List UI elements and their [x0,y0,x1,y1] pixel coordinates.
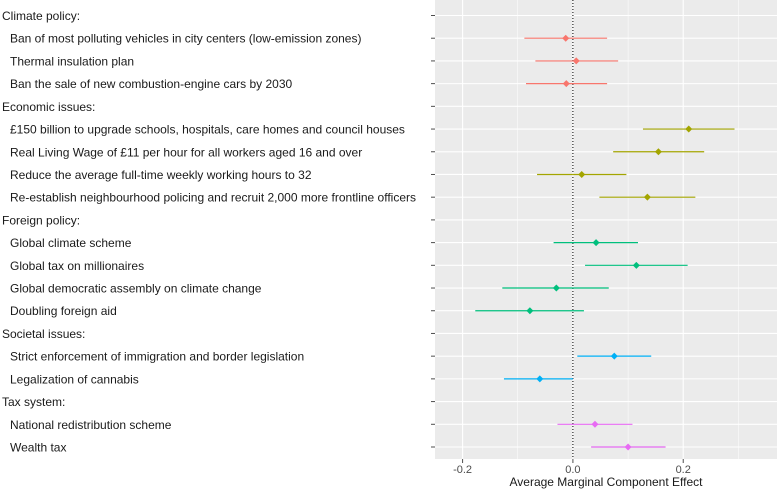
point-estimate [685,125,693,133]
point-estimate [643,193,651,201]
attribute-label: £150 billion to upgrade schools, hospita… [10,123,405,137]
point-estimate [526,307,534,315]
attribute-label: Ban the sale of new combustion-engine ca… [10,77,293,91]
point-estimate [610,352,618,360]
point-estimate [572,57,580,65]
attribute-label: Strict enforcement of immigration and bo… [10,350,304,364]
group-header-label: Societal issues: [2,327,85,341]
x-tick-label: -0.2 [453,464,472,476]
x-tick-label: 0.0 [565,464,580,476]
group-header-label: Climate policy: [2,9,80,23]
attribute-label: Ban of most polluting vehicles in city c… [10,32,361,46]
attribute-label: Thermal insulation plan [10,54,134,68]
y-axis-labels: Climate policy: Ban of most polluting veh… [2,9,416,455]
attribute-label: National redistribution scheme [10,418,172,432]
attribute-label: Doubling foreign aid [10,304,117,318]
attribute-label: Real Living Wage of £11 per hour for all… [10,145,362,159]
point-estimate [591,420,599,428]
x-axis: -0.2 0.0 0.2 [453,459,691,476]
point-estimate [624,443,632,451]
x-axis-title: Average Marginal Component Effect [509,475,703,489]
point-estimate [552,284,560,292]
point-estimate [592,239,600,247]
point-estimate [536,375,544,383]
attribute-label: Global climate scheme [10,236,132,250]
group-header-label: Foreign policy: [2,213,80,227]
estimate-marks [475,34,735,451]
point-estimate [562,80,570,88]
group-header-label: Economic issues: [2,100,95,114]
attribute-label: Reduce the average full-time weekly work… [10,168,312,182]
attribute-label: Global tax on millionaires [10,259,144,273]
plot-panel [435,0,777,459]
x-tick-label: 0.2 [676,464,691,476]
attribute-label: Re-establish neighbourhood policing and … [10,191,416,205]
point-estimate [562,34,570,42]
point-estimate [654,148,662,156]
attribute-label: Global democratic assembly on climate ch… [10,282,262,296]
group-header-label: Tax system: [2,395,65,409]
y-axis-ticks [431,15,435,448]
point-estimate [632,261,640,269]
attribute-label: Wealth tax [10,441,66,455]
point-estimate [578,170,586,178]
attribute-label: Legalization of cannabis [10,372,139,386]
